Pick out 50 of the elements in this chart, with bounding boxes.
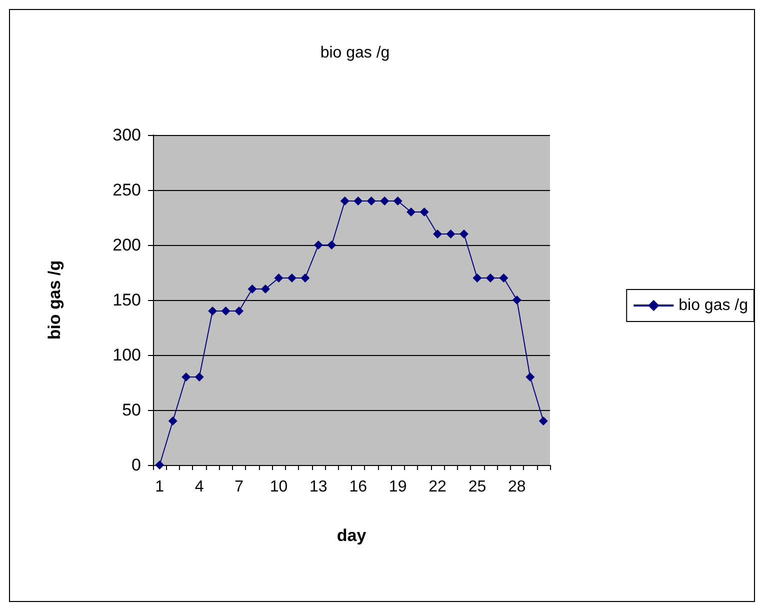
x-tick-label: 25 xyxy=(468,478,486,496)
point xyxy=(354,196,363,206)
point xyxy=(499,274,508,282)
point xyxy=(260,284,270,294)
y-tick-label: 150 xyxy=(112,290,141,310)
y-tick-label: 0 xyxy=(132,456,141,474)
point xyxy=(512,296,522,304)
point xyxy=(300,274,310,282)
x-tick-label: 13 xyxy=(310,478,328,496)
point xyxy=(420,208,429,216)
x-tick-label: 4 xyxy=(194,478,204,496)
x-tick-label: 1 xyxy=(155,478,164,496)
point xyxy=(406,208,416,216)
point xyxy=(168,416,178,426)
point xyxy=(182,372,191,382)
point xyxy=(393,196,402,206)
x-tick-label: 16 xyxy=(349,478,368,496)
point xyxy=(208,306,218,316)
y-tick-label: 250 xyxy=(112,180,141,200)
y-tick-label: 300 xyxy=(112,126,141,144)
point xyxy=(538,416,548,426)
point xyxy=(340,196,350,206)
point xyxy=(472,274,482,282)
x-tick-label: 7 xyxy=(234,478,244,496)
y-tick-label: 200 xyxy=(112,236,141,254)
point xyxy=(526,372,535,382)
point xyxy=(433,230,442,238)
chart-title: bio gas /g xyxy=(320,44,390,62)
point xyxy=(221,306,230,316)
legend-label: bio gas /g xyxy=(678,297,748,314)
y-axis-title: bio gas /g xyxy=(45,260,64,340)
point xyxy=(446,230,456,238)
y-tick-label: 50 xyxy=(122,400,141,420)
point xyxy=(327,240,336,250)
point xyxy=(194,372,204,382)
point xyxy=(234,306,244,316)
point xyxy=(248,284,257,294)
x-tick-label: 10 xyxy=(270,478,288,496)
point xyxy=(287,274,296,282)
point xyxy=(380,196,390,206)
point xyxy=(486,274,495,282)
y-tick-label: 100 xyxy=(112,346,141,364)
x-tick-label: 22 xyxy=(428,478,447,496)
x-tick-label: 19 xyxy=(388,478,407,496)
point xyxy=(314,240,323,250)
point xyxy=(459,230,468,238)
point xyxy=(366,196,376,206)
x-axis-title: day xyxy=(336,526,367,545)
point xyxy=(274,274,284,282)
x-tick-label: 28 xyxy=(508,478,526,496)
